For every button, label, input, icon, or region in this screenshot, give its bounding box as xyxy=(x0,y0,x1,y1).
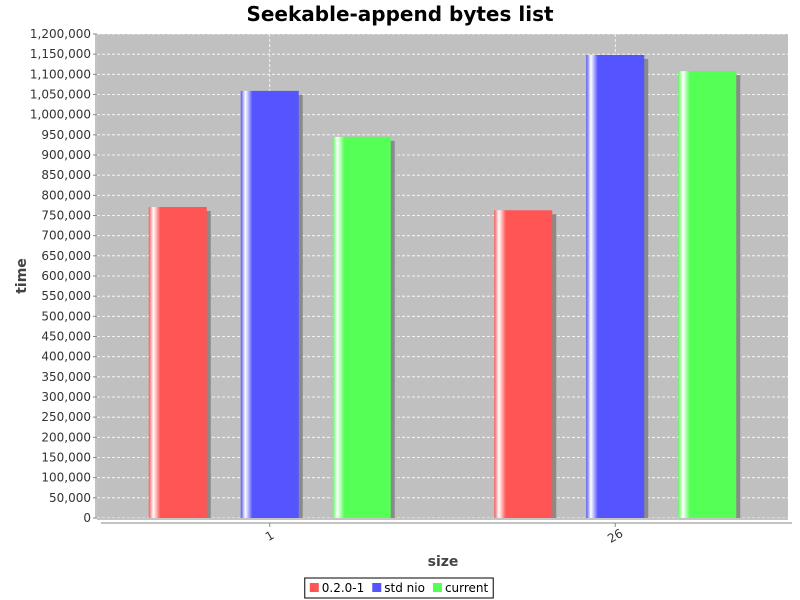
y-tick-label: 300,000 xyxy=(41,390,91,404)
y-tick-label: 1,100,000 xyxy=(30,67,91,81)
legend: 0.2.0-1 std nio current xyxy=(304,577,494,599)
y-tick-label: 400,000 xyxy=(41,350,91,364)
y-tick-label: 1,150,000 xyxy=(30,47,91,61)
y-tick-label: 150,000 xyxy=(41,451,91,465)
bar-current-1 xyxy=(332,136,391,518)
y-tick-label: 500,000 xyxy=(41,309,91,323)
chart-title: Seekable-append bytes list xyxy=(246,2,554,26)
bar-0-2-0-1-26 xyxy=(494,210,553,519)
y-tick-label: 650,000 xyxy=(41,249,91,263)
bar-current-26 xyxy=(678,71,737,519)
x-tick-label: 1 xyxy=(263,528,277,544)
y-tick-label: 1,200,000 xyxy=(30,27,91,41)
y-tick-label: 950,000 xyxy=(41,128,91,142)
x-axis: 1 26 xyxy=(95,34,792,546)
y-tick-label: 600,000 xyxy=(41,269,91,283)
y-tick-label: 750,000 xyxy=(41,209,91,223)
y-tick-label: 350,000 xyxy=(41,370,91,384)
y-tick-label: 1,000,000 xyxy=(30,108,91,122)
x-tick-label: 26 xyxy=(605,526,625,546)
y-tick-label: 800,000 xyxy=(41,188,91,202)
bar-std-nio-1 xyxy=(240,90,299,519)
y-tick-label: 50,000 xyxy=(49,491,91,505)
y-axis-ticks: 0 50,000 100,000 150,000 200,000 250,000 300,0… xyxy=(30,27,97,525)
legend-item-label: current xyxy=(445,581,489,595)
y-tick-label: 250,000 xyxy=(41,410,91,424)
legend-swatch xyxy=(309,583,319,592)
bars xyxy=(148,54,741,519)
y-tick-label: 1,050,000 xyxy=(30,88,91,102)
legend-frame xyxy=(304,577,494,599)
x-axis-label: size xyxy=(428,554,459,570)
y-tick-label: 0 xyxy=(83,511,91,525)
bar-std-nio-26 xyxy=(586,54,645,519)
legend-item-label: std nio xyxy=(384,581,425,595)
legend-swatch xyxy=(372,583,382,592)
y-tick-label: 850,000 xyxy=(41,168,91,182)
y-tick-label: 900,000 xyxy=(41,148,91,162)
legend-item-label: 0.2.0-1 xyxy=(322,581,365,595)
legend-swatch xyxy=(432,583,442,592)
y-tick-label: 100,000 xyxy=(41,471,91,485)
y-axis-label: time xyxy=(14,258,30,294)
y-tick-label: 200,000 xyxy=(41,430,91,444)
bar-0-2-0-1-1 xyxy=(148,207,207,518)
y-tick-label: 700,000 xyxy=(41,229,91,243)
y-tick-label: 550,000 xyxy=(41,289,91,303)
y-tick-label: 450,000 xyxy=(41,330,91,344)
